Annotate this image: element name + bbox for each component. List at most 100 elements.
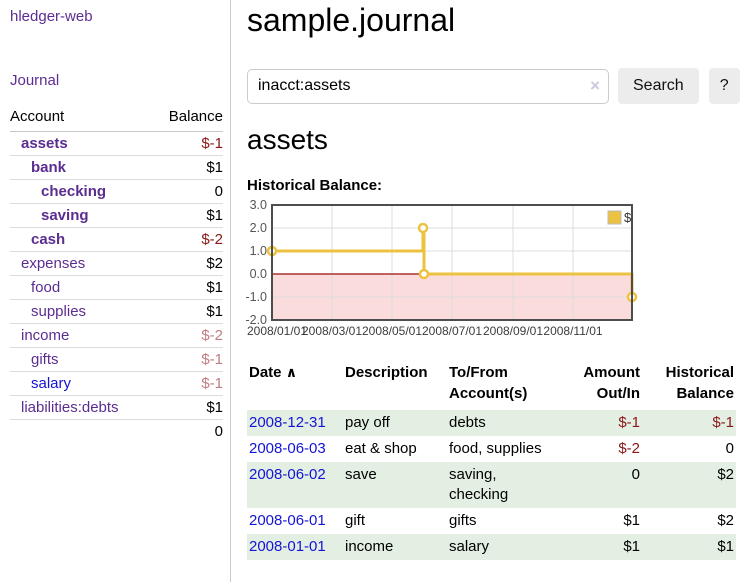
account-link-liabilities-debts[interactable]: liabilities:debts	[21, 399, 119, 416]
account-balance: $2	[152, 251, 223, 276]
account-balance: $1	[152, 395, 223, 420]
accounts-total-balance: 0	[152, 419, 223, 444]
transaction-amount: $-2	[618, 440, 640, 457]
svg-text:-2.0: -2.0	[245, 313, 267, 327]
account-row: gifts $-1	[10, 347, 223, 372]
account-link-salary[interactable]: salary	[31, 375, 72, 392]
transaction-date-link[interactable]: 2008-06-01	[249, 512, 326, 529]
transaction-accounts: salary	[447, 534, 572, 560]
transaction-amount: 0	[572, 462, 642, 508]
col-date[interactable]: Date ∧	[247, 360, 343, 410]
register-table: Date ∧ Description To/From Account(s) Am…	[247, 360, 736, 560]
account-balance: $1	[152, 299, 223, 324]
transaction-balance: 0	[725, 440, 734, 457]
register-row: 2008-01-01 income salary $1 $1	[247, 534, 736, 560]
accounts-col-balance: Balance	[152, 105, 223, 132]
transaction-accounts: food, supplies	[449, 440, 542, 457]
account-link-saving[interactable]: saving	[41, 207, 89, 224]
transaction-description: save	[343, 462, 447, 508]
svg-text:3.0: 3.0	[250, 198, 267, 212]
account-balance: $-1	[152, 371, 223, 396]
account-link-food[interactable]: food	[31, 279, 61, 296]
svg-text:2.0: 2.0	[250, 221, 267, 235]
register-header-row: Date ∧ Description To/From Account(s) Am…	[247, 360, 736, 410]
account-row: expenses $2	[10, 251, 223, 276]
account-balance: $-2	[152, 227, 223, 252]
chart-border	[271, 204, 633, 321]
account-row: income $-2	[10, 323, 223, 348]
account-row: assets $-1	[10, 131, 223, 156]
clear-search-icon[interactable]: ×	[590, 75, 600, 95]
search-box: ×	[247, 68, 609, 104]
transaction-date-link[interactable]: 2008-01-01	[249, 538, 326, 555]
account-link-cash[interactable]: cash	[31, 231, 66, 248]
account-link-bank[interactable]: bank	[31, 159, 67, 176]
svg-text:1.0: 1.0	[250, 244, 267, 258]
search-input[interactable]	[247, 68, 609, 104]
account-row: cash $-2	[10, 227, 223, 252]
chart-title: Historical Balance:	[247, 177, 383, 194]
account-row: bank $1	[10, 155, 223, 180]
accounts-col-account: Account	[10, 105, 153, 132]
accounts-table: Account Balance assets $-1 bank $1 check…	[10, 105, 223, 444]
account-row: food $1	[10, 275, 223, 300]
col-balance[interactable]: Historical Balance	[665, 364, 734, 402]
register-row: 2008-06-02 save saving, checking 0 $2	[247, 462, 736, 508]
col-amount[interactable]: Amount Out/In	[583, 364, 640, 402]
transaction-date-link[interactable]: 2008-12-31	[249, 414, 326, 431]
svg-text:2008/01/01: 2008/01/01	[247, 324, 307, 338]
transaction-date-link[interactable]: 2008-06-02	[249, 466, 326, 483]
account-row: checking 0	[10, 179, 223, 204]
chart-legend: $	[607, 210, 632, 225]
transaction-balance: $2	[642, 462, 736, 508]
transaction-amount: $-1	[572, 410, 642, 436]
search-button[interactable]: Search	[618, 68, 699, 104]
svg-text:2008/09/01: 2008/09/01	[483, 324, 543, 338]
account-row: liabilities:debts $1	[10, 395, 223, 420]
col-description[interactable]: Description	[345, 364, 428, 381]
account-link-gifts[interactable]: gifts	[31, 351, 59, 368]
account-row: supplies $1	[10, 299, 223, 324]
sort-ascending-icon: ∧	[285, 364, 298, 380]
page-title: sample.journal	[247, 2, 456, 38]
balance-chart: $ 3.0 2.0 1.0 0.0 -1.0 -2.0 2008/01/01 2…	[245, 198, 638, 338]
help-button[interactable]: ?	[708, 68, 740, 104]
account-balance: $1	[152, 155, 223, 180]
transaction-accounts: debts	[447, 410, 572, 436]
transaction-date-link[interactable]: 2008-06-03	[249, 440, 326, 457]
svg-text:2008/05/01: 2008/05/01	[362, 324, 422, 338]
account-heading: assets	[247, 124, 328, 155]
account-row: salary $-1	[10, 371, 223, 396]
chart-x-ticks: 2008/01/01 2008/03/01 2008/05/01 2008/07…	[247, 324, 603, 338]
chart-y-ticks: 3.0 2.0 1.0 0.0 -1.0 -2.0	[245, 198, 267, 327]
transaction-balance: $1	[642, 534, 736, 560]
brand-link[interactable]: hledger-web	[10, 8, 93, 25]
transaction-accounts: saving, checking	[447, 462, 572, 508]
transaction-description: eat & shop	[345, 440, 417, 457]
svg-text:2008/07/01: 2008/07/01	[422, 324, 482, 338]
transaction-description: income	[343, 534, 447, 560]
col-accounts[interactable]: To/From Account(s)	[449, 364, 528, 402]
account-balance: 0	[152, 179, 223, 204]
svg-text:-1.0: -1.0	[245, 290, 267, 304]
svg-text:0.0: 0.0	[250, 267, 267, 281]
legend-label: $	[624, 210, 632, 225]
account-link-supplies[interactable]: supplies	[31, 303, 87, 320]
col-date-label: Date	[249, 364, 282, 381]
account-link-checking[interactable]: checking	[41, 183, 107, 200]
account-balance: $-2	[152, 323, 223, 348]
transaction-amount: $1	[572, 534, 642, 560]
account-link-assets[interactable]: assets	[21, 135, 68, 152]
transaction-amount: $1	[623, 512, 640, 529]
sidebar: hledger-web Journal Account Balance asse…	[0, 0, 231, 582]
account-balance: $1	[152, 203, 223, 228]
register-row: 2008-06-03 eat & shop food, supplies $-2…	[247, 436, 736, 462]
account-link-income[interactable]: income	[21, 327, 70, 344]
accounts-header-row: Account Balance	[10, 105, 223, 132]
svg-text:2008/11/01: 2008/11/01	[543, 324, 602, 338]
account-link-expenses[interactable]: expenses	[21, 255, 86, 272]
sidebar-item-journal[interactable]: Journal	[10, 72, 60, 89]
transaction-balance: $2	[717, 512, 734, 529]
transaction-description: gift	[345, 512, 366, 529]
